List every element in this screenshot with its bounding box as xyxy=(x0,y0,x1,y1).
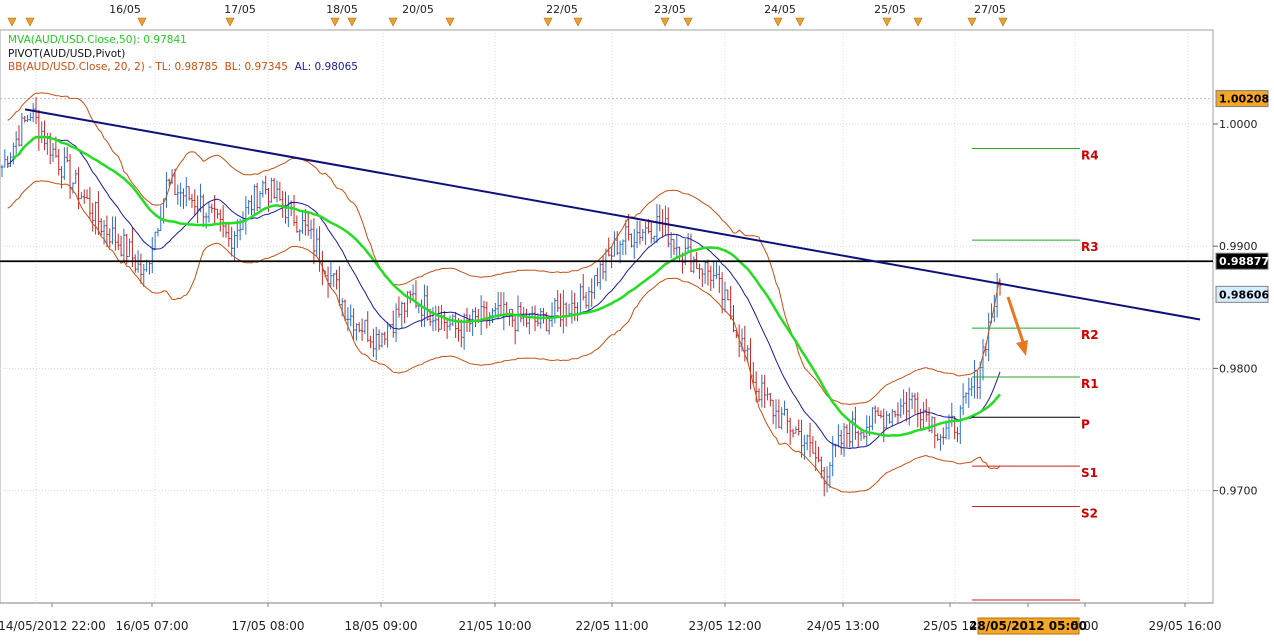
legend-bb-name: BB(AUD/USD.Close, 20, 2) xyxy=(8,61,145,73)
plot-area xyxy=(0,29,1214,604)
x-tick-label: 25/05 14 xyxy=(923,619,977,633)
legend-bb: BB(AUD/USD.Close, 20, 2) - TL: 0.98785 B… xyxy=(8,61,358,75)
pivot-label-s1: S1 xyxy=(1081,466,1098,480)
price-tag-line-text: 0.98877 xyxy=(1219,255,1269,268)
session-marker xyxy=(7,17,17,27)
top-date-label: 24/05 xyxy=(764,3,796,16)
session-marker xyxy=(347,17,357,27)
bb-average-line xyxy=(7,136,1001,450)
price-tag-top-text: 1.00208 xyxy=(1219,93,1269,106)
x-tick-label: 24/05 13:00 xyxy=(807,619,880,633)
y-tick-label: 0.9800 xyxy=(1219,362,1258,375)
pivot-label-r4: R4 xyxy=(1081,148,1099,162)
pivot-label-r1: R1 xyxy=(1081,377,1099,391)
bb-upper-band xyxy=(7,92,1001,406)
session-marker xyxy=(445,17,455,27)
session-marker xyxy=(137,17,147,27)
price-tag-last-text: 0.98606 xyxy=(1219,288,1269,301)
pivot-label-r2: R2 xyxy=(1081,328,1099,342)
x-tick-label: 22/05 11:00 xyxy=(576,619,649,633)
x-tick-label: 23/05 12:00 xyxy=(689,619,762,633)
session-marker xyxy=(795,17,805,27)
session-marker xyxy=(573,17,583,27)
top-date-label: 22/05 xyxy=(546,3,578,16)
session-marker xyxy=(683,17,693,27)
top-date-label: 23/05 xyxy=(654,3,686,16)
bb-lower-band xyxy=(7,180,1001,493)
x-tick-label: 14/05/2012 22:00 xyxy=(0,619,106,633)
legend-bb-tl: TL: 0.98785 xyxy=(155,61,218,73)
x-tick-label: 29/05 16:00 xyxy=(1149,619,1222,633)
session-marker xyxy=(998,17,1008,27)
x-tick-label: 17/05 08:00 xyxy=(232,619,305,633)
session-marker xyxy=(330,17,340,27)
price-tag-top-box xyxy=(1215,90,1269,108)
y-tick-label: 1.0000 xyxy=(1219,118,1258,131)
mva-50-line xyxy=(12,135,1001,437)
y-tick-label: 0.9900 xyxy=(1219,240,1258,253)
x-tick-label: 18/05 09:00 xyxy=(345,619,418,633)
x-tick-label: 16/05 07:00 xyxy=(116,619,189,633)
pivot-label-r3: R3 xyxy=(1081,240,1099,254)
current-time-box xyxy=(977,617,1080,635)
down-arrow-shaft xyxy=(1006,296,1026,346)
current-time-label: 28/05/2012 05:00 xyxy=(969,619,1087,633)
top-date-label: 17/05 xyxy=(224,3,256,16)
session-marker xyxy=(660,17,670,27)
legend-bb-al: AL: 0.98065 xyxy=(294,61,358,73)
top-date-label: 18/05 xyxy=(326,3,358,16)
downtrend-line xyxy=(24,108,1201,321)
session-marker xyxy=(25,17,35,27)
x-tick-label: 21/05 10:00 xyxy=(459,619,532,633)
price-tag-line-box xyxy=(1215,252,1269,270)
legend-pivot: PIVOT(AUD/USD,Pivot) xyxy=(8,47,126,60)
legend-bb-sep: - xyxy=(144,61,156,73)
top-date-label: 16/05 xyxy=(109,3,141,16)
session-marker xyxy=(967,17,977,27)
session-marker xyxy=(773,17,783,27)
legend-mva: MVA(AUD/USD.Close,50): 0.97841 xyxy=(8,34,187,46)
top-date-label: 27/05 xyxy=(974,3,1006,16)
top-date-label: 25/05 xyxy=(874,3,906,16)
chart-legend: MVA(AUD/USD.Close,50): 0.97841 PIVOT(AUD… xyxy=(8,34,358,75)
pivot-label-s2: S2 xyxy=(1081,506,1098,520)
session-marker xyxy=(543,17,553,27)
session-marker xyxy=(913,17,923,27)
session-marker xyxy=(225,17,235,27)
x-tick-label: 5:00 xyxy=(1072,619,1099,633)
price-tag-last-box xyxy=(1215,285,1269,303)
y-tick-label: 0.9700 xyxy=(1219,485,1258,498)
session-marker xyxy=(882,17,892,27)
down-arrow-head xyxy=(1016,340,1028,356)
legend-bb-bl: BL: 0.97345 xyxy=(224,61,288,73)
pivot-label-p: P xyxy=(1081,417,1090,431)
top-date-label: 20/05 xyxy=(402,3,434,16)
session-marker xyxy=(388,17,398,27)
